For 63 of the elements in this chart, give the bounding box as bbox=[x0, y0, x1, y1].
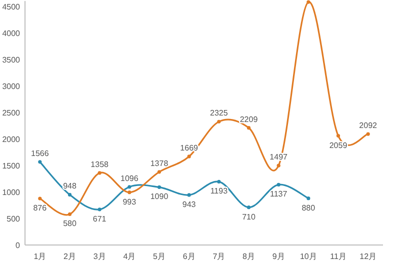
point bbox=[276, 164, 280, 168]
data-label: 2209 bbox=[240, 114, 258, 124]
point bbox=[276, 182, 280, 186]
data-label: 1378 bbox=[150, 158, 169, 168]
data-label: 671 bbox=[92, 214, 107, 224]
point bbox=[157, 185, 162, 189]
y-tick-label: 0 bbox=[16, 241, 21, 250]
y-tick-label: 4000 bbox=[2, 28, 21, 38]
x-tick-label: 7月 bbox=[212, 252, 226, 261]
data-label: 1090 bbox=[150, 192, 169, 202]
y-tick-label: 1500 bbox=[2, 161, 21, 170]
point bbox=[306, 196, 310, 200]
data-label: 2059 bbox=[329, 140, 348, 150]
y-tick-label: 3000 bbox=[2, 82, 21, 91]
y-tick-label: 500 bbox=[6, 214, 21, 224]
x-tick-label: 1月 bbox=[34, 252, 46, 261]
point bbox=[246, 126, 251, 130]
point bbox=[187, 193, 191, 197]
data-label: 993 bbox=[122, 197, 137, 206]
data-label: 2092 bbox=[359, 121, 378, 130]
point bbox=[306, 0, 310, 4]
point bbox=[38, 160, 42, 164]
point bbox=[217, 180, 221, 184]
y-tick-label: 2000 bbox=[2, 134, 21, 144]
data-label: 1137 bbox=[270, 190, 288, 199]
point bbox=[157, 170, 162, 174]
x-tick-label: 6月 bbox=[182, 252, 196, 261]
data-label: 1096 bbox=[120, 174, 139, 183]
point bbox=[128, 190, 132, 194]
x-tick-label: 10月 bbox=[300, 252, 317, 261]
point bbox=[38, 196, 42, 200]
point bbox=[128, 185, 132, 189]
data-label: 1358 bbox=[90, 160, 110, 169]
point bbox=[336, 134, 340, 138]
x-tick-label: 12月 bbox=[360, 252, 377, 261]
y-tick-label: 2500 bbox=[2, 108, 21, 118]
x-tick-label: 5月 bbox=[153, 252, 166, 261]
data-label: 1566 bbox=[31, 148, 50, 158]
x-tick-label: 2月 bbox=[64, 252, 76, 261]
data-label: 876 bbox=[33, 204, 48, 213]
data-label: 580 bbox=[63, 219, 77, 228]
y-tick-label: 4500 bbox=[2, 2, 21, 12]
data-label: 880 bbox=[302, 203, 316, 212]
point bbox=[246, 206, 251, 210]
point bbox=[187, 154, 191, 158]
point bbox=[98, 171, 102, 175]
point bbox=[366, 132, 370, 136]
x-tick-label: 8月 bbox=[242, 252, 255, 261]
x-tick-label: 9月 bbox=[272, 252, 285, 261]
point bbox=[217, 120, 221, 124]
x-tick-label: 11月 bbox=[330, 252, 346, 261]
data-label: 710 bbox=[242, 212, 256, 222]
data-label: 948 bbox=[63, 182, 77, 191]
x-tick-label: 3月 bbox=[93, 252, 106, 261]
data-label: 1193 bbox=[210, 186, 228, 196]
data-label: 943 bbox=[182, 200, 196, 209]
y-tick-label: 1000 bbox=[2, 188, 21, 197]
data-label: 2325 bbox=[210, 108, 228, 118]
point bbox=[68, 192, 72, 197]
point bbox=[98, 208, 102, 212]
x-tick-label: 4月 bbox=[123, 252, 136, 261]
y-tick-label: 3500 bbox=[2, 55, 21, 64]
point bbox=[68, 212, 72, 216]
